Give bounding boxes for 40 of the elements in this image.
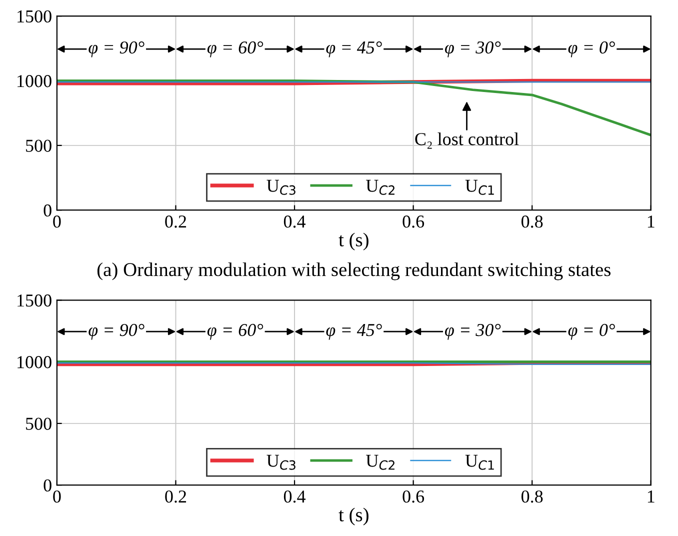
y-tick-label: 1500: [18, 10, 52, 23]
annotation: φ = 30°: [445, 41, 501, 58]
legend-label: U$_{C3}$: [266, 180, 296, 195]
legend-label: U$_{C1}$: [465, 454, 494, 470]
annotation: φ = 45°: [326, 41, 382, 58]
annotation: C₂ lost control: [415, 132, 519, 149]
y-tick-label: 500: [26, 140, 52, 152]
legend-label: U$_{C2}$: [366, 180, 394, 195]
legend-label: U$_{C3}$: [266, 454, 296, 470]
x-tick-label: 0.6: [402, 490, 424, 503]
x-tick-label: 0.4: [284, 215, 306, 228]
legend-label: U$_{C1}$: [465, 180, 494, 195]
annotation: φ = 60°: [207, 41, 264, 58]
y-tick-label: 500: [26, 418, 52, 430]
text: (a) Ordinary modulation with selecting redundant switching states: [97, 262, 611, 280]
x-tick-label: 1: [648, 216, 654, 228]
y-tick-label: 1500: [18, 294, 52, 307]
x-tick-label: 1: [648, 490, 654, 502]
x-tick-label: 0.4: [284, 490, 306, 503]
x-axis-title: t (s): [338, 508, 368, 526]
x-tick-label: 0.2: [165, 490, 186, 503]
legend-label: U$_{C2}$: [366, 454, 394, 470]
annotation: φ = 60°: [207, 324, 264, 340]
x-tick-label: 0: [53, 490, 61, 503]
y-tick-label: 0: [44, 204, 52, 217]
x-tick-label: 0.8: [522, 215, 543, 228]
x-tick-label: 0.6: [402, 215, 424, 228]
y-tick-label: 1000: [18, 356, 52, 368]
x-tick-label: 0.2: [165, 215, 186, 228]
x-axis-title: t (s): [338, 232, 368, 250]
annotation: φ = 0°: [568, 324, 615, 340]
annotation: φ = 90°: [88, 41, 144, 58]
annotation: φ = 0°: [568, 41, 615, 58]
annotation: φ = 30°: [445, 324, 501, 340]
annotation: φ = 90°: [88, 324, 144, 340]
y-tick-label: 1000: [18, 75, 52, 88]
x-tick-label: 0.8: [522, 490, 543, 503]
y-tick-label: 0: [44, 479, 52, 492]
annotation: φ = 45°: [326, 324, 382, 340]
x-tick-label: 0: [53, 215, 61, 228]
